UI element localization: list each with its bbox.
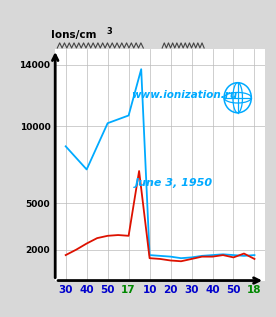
Text: June 3, 1950: June 3, 1950 bbox=[135, 178, 213, 188]
Text: www.ionization.ru: www.ionization.ru bbox=[131, 90, 237, 100]
Text: Ions/cm: Ions/cm bbox=[51, 30, 97, 40]
Text: 3: 3 bbox=[107, 27, 112, 36]
